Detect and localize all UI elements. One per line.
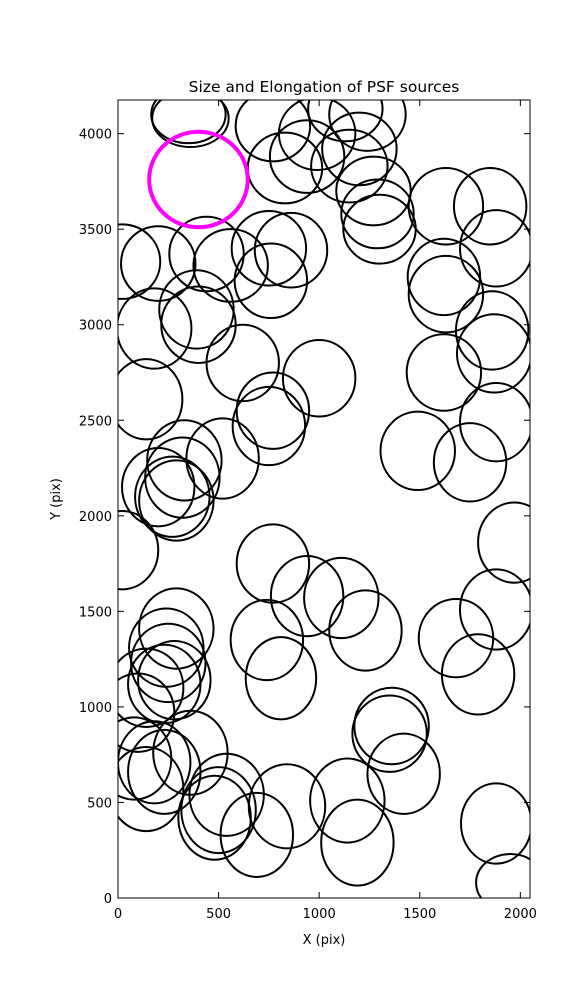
source-ellipse: [307, 100, 384, 143]
source-ellipse: [234, 100, 312, 163]
source-ellipse: [147, 129, 250, 230]
source-ellipse: [351, 694, 428, 773]
source-ellipse: [134, 455, 211, 538]
y-tick-label: 4000: [79, 128, 112, 143]
source-ellipse: [188, 752, 265, 837]
source-ellipse: [340, 178, 415, 250]
source-ellipse: [230, 210, 308, 287]
source-ellipse: [118, 223, 162, 300]
source-ellipse: [407, 254, 485, 334]
source-ellipse: [459, 382, 530, 463]
source-ellipse: [235, 371, 311, 450]
y-tick-label: 0: [104, 892, 112, 907]
y-tick-label: 2000: [79, 510, 112, 525]
source-ellipse: [180, 766, 257, 855]
source-ellipse: [253, 211, 329, 289]
y-tick-label: 3000: [79, 319, 112, 334]
source-ellipse: [379, 410, 456, 492]
source-ellipse: [235, 523, 311, 604]
source-ellipse: [118, 647, 185, 728]
source-ellipse: [268, 119, 346, 194]
source-ellipse: [320, 798, 395, 887]
source-ellipse: [118, 672, 176, 753]
source-ellipse: [475, 853, 530, 898]
y-tick-label: 2500: [79, 414, 112, 429]
source-ellipse: [452, 167, 528, 246]
x-tick-label: 0: [114, 907, 122, 922]
source-ellipse: [455, 313, 530, 394]
source-ellipse: [247, 763, 327, 850]
source-ellipse: [219, 791, 295, 878]
source-ellipse: [432, 422, 508, 503]
source-ellipse: [459, 209, 530, 288]
source-ellipse: [407, 167, 485, 246]
source-ellipse: [229, 598, 305, 682]
source-ellipse: [269, 554, 345, 638]
source-ellipse: [138, 459, 215, 542]
source-ellipse: [277, 100, 357, 171]
source-ellipse: [233, 242, 309, 320]
source-ellipse: [328, 100, 407, 152]
source-ellipse: [477, 501, 530, 584]
source-ellipse: [118, 720, 192, 805]
source-ellipse: [328, 589, 403, 672]
source-ellipse: [146, 419, 223, 502]
source-ellipse: [459, 568, 530, 651]
x-tick-label: 2000: [504, 907, 537, 922]
y-tick-label: 1000: [79, 701, 112, 716]
y-tick-label: 1500: [79, 605, 112, 620]
source-ellipse: [118, 287, 193, 370]
plot-frame: [117, 99, 531, 899]
source-ellipse: [321, 111, 398, 187]
y-tick-label: 3500: [79, 223, 112, 238]
source-ellipse: [120, 225, 197, 302]
chart-title: Size and Elongation of PSF sources: [189, 78, 460, 96]
source-ellipse: [310, 128, 389, 204]
source-ellipse: [150, 100, 227, 145]
source-ellipse: [405, 333, 483, 412]
y-tick-label: 500: [87, 796, 112, 811]
source-ellipse: [192, 228, 269, 303]
y-axis-label: Y (pix): [49, 478, 64, 521]
source-ellipse: [138, 587, 215, 670]
source-ellipse: [281, 339, 357, 418]
source-ellipse: [118, 358, 184, 441]
source-ellipse: [130, 622, 207, 704]
source-ellipse: [118, 746, 185, 833]
x-tick-label: 1000: [303, 907, 336, 922]
x-tick-label: 1500: [403, 907, 436, 922]
source-ellipse: [303, 556, 380, 640]
source-ellipse: [366, 732, 441, 815]
source-ellipse: [168, 215, 245, 293]
source-ellipse: [160, 285, 237, 364]
source-ellipse: [460, 782, 530, 865]
source-ellipse: [231, 385, 307, 467]
source-ellipse: [454, 290, 530, 371]
source-ellipse: [118, 510, 160, 591]
plot-area: [118, 100, 530, 898]
x-axis-label: X (pix): [303, 933, 346, 948]
source-ellipse: [244, 636, 318, 721]
source-ellipse: [440, 633, 516, 716]
source-ellipse: [353, 686, 430, 766]
source-ellipse: [151, 100, 230, 148]
source-ellipse: [121, 446, 196, 528]
source-ellipse: [309, 757, 386, 844]
x-tick-label: 500: [206, 907, 231, 922]
